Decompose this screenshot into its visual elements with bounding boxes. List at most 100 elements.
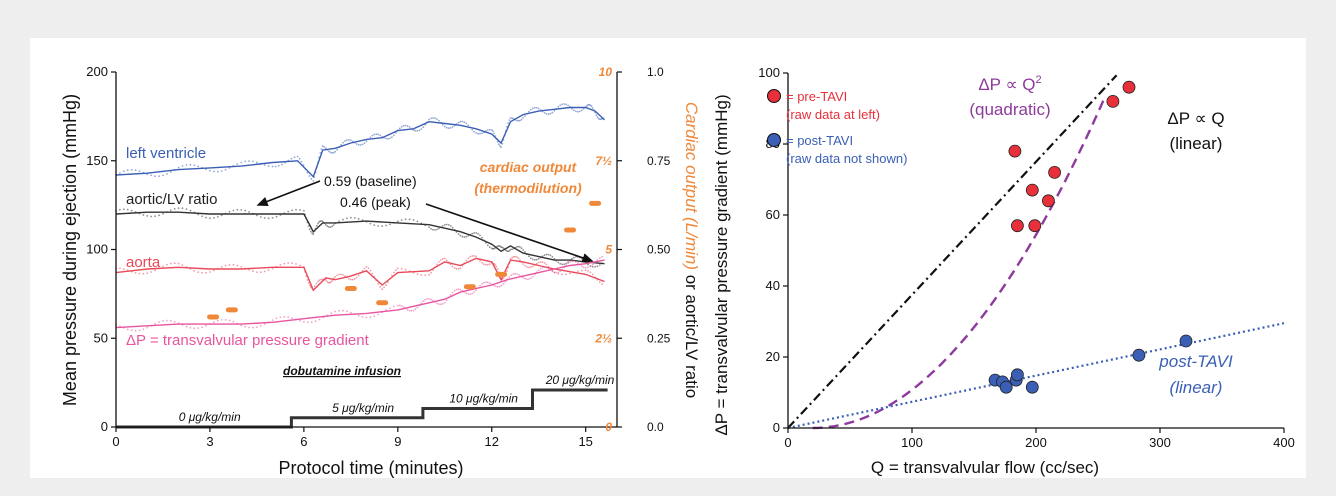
raw-data-dot bbox=[547, 253, 550, 256]
raw-data-dot bbox=[471, 128, 474, 131]
raw-data-dot bbox=[447, 127, 450, 130]
raw-data-dot bbox=[441, 123, 444, 126]
raw-data-dot bbox=[438, 119, 440, 122]
raw-data-dot bbox=[248, 160, 251, 163]
raw-data-dot bbox=[166, 263, 168, 266]
raw-data-dot bbox=[573, 260, 575, 262]
raw-data-dot bbox=[496, 140, 499, 143]
left-y2-ratio-tick-label: 0.50 bbox=[647, 243, 671, 257]
raw-data-dot bbox=[530, 266, 532, 268]
raw-data-dot bbox=[236, 264, 239, 267]
left-x-tick-label: 15 bbox=[578, 434, 592, 449]
raw-data-dot bbox=[126, 328, 129, 331]
raw-data-dot bbox=[201, 271, 204, 274]
raw-data-dot bbox=[481, 236, 483, 239]
raw-data-dot bbox=[414, 129, 417, 132]
raw-data-dot bbox=[281, 163, 283, 166]
raw-data-dot bbox=[379, 134, 382, 137]
raw-data-dot bbox=[486, 281, 489, 284]
legend-post-label: = post-TAVI bbox=[786, 133, 853, 148]
raw-data-dot bbox=[555, 271, 558, 274]
raw-data-dot bbox=[445, 259, 448, 262]
raw-data-dot bbox=[154, 175, 157, 178]
raw-data-dot bbox=[338, 309, 340, 312]
raw-data-dot bbox=[475, 232, 477, 234]
raw-data-dot bbox=[173, 262, 176, 265]
raw-data-dot bbox=[365, 265, 368, 268]
raw-data-dot bbox=[371, 272, 374, 275]
raw-data-dot bbox=[146, 326, 149, 329]
raw-data-dot bbox=[517, 119, 520, 122]
raw-data-dot bbox=[236, 208, 239, 211]
raw-data-dot bbox=[575, 110, 577, 113]
raw-data-dot bbox=[508, 276, 511, 278]
raw-data-dot bbox=[430, 227, 432, 230]
raw-data-dot bbox=[158, 175, 161, 178]
raw-data-dot bbox=[274, 165, 277, 168]
raw-data-dot bbox=[467, 257, 470, 260]
raw-data-dot bbox=[601, 255, 603, 258]
raw-data-dot bbox=[420, 302, 423, 305]
raw-data-dot bbox=[436, 302, 438, 305]
dobutamine-staircase bbox=[116, 388, 608, 429]
cardiac-output-mark bbox=[376, 300, 389, 306]
raw-data-dot bbox=[205, 216, 207, 219]
raw-data-dot bbox=[459, 120, 462, 123]
raw-data-dot bbox=[481, 283, 483, 285]
raw-data-dot bbox=[122, 268, 125, 270]
raw-data-dot bbox=[434, 229, 436, 231]
right-fits-layer bbox=[787, 74, 1285, 430]
raw-data-dot bbox=[465, 292, 468, 295]
raw-data-dot bbox=[277, 164, 280, 167]
raw-data-dot bbox=[197, 271, 200, 274]
legend-post-note: (raw data not shown) bbox=[786, 151, 907, 166]
raw-data-dot bbox=[557, 106, 560, 108]
raw-data-dot bbox=[369, 222, 372, 225]
raw-data-dot bbox=[308, 175, 311, 177]
raw-data-dot bbox=[389, 307, 391, 309]
raw-data-dot bbox=[351, 278, 354, 281]
raw-data-dot bbox=[494, 264, 497, 266]
pre-tavi-point bbox=[1048, 165, 1061, 179]
raw-data-dot bbox=[498, 285, 501, 288]
raw-data-dot bbox=[332, 224, 335, 226]
raw-data-dot bbox=[122, 170, 125, 173]
raw-data-dot bbox=[177, 207, 180, 210]
raw-data-dot bbox=[539, 261, 542, 263]
raw-data-dot bbox=[481, 132, 483, 135]
raw-data-dot bbox=[169, 319, 172, 322]
raw-data-dot bbox=[430, 298, 432, 301]
raw-data-dot bbox=[336, 148, 338, 151]
raw-data-dot bbox=[561, 103, 564, 106]
raw-data-dot bbox=[375, 133, 378, 136]
fit-post-sub: (linear) bbox=[1170, 378, 1223, 397]
raw-data-dot bbox=[348, 139, 350, 141]
raw-data-dot bbox=[177, 262, 180, 265]
post-tavi-point bbox=[1025, 380, 1039, 394]
right-x-tick-label: 100 bbox=[901, 435, 923, 450]
raw-data-dot bbox=[522, 117, 524, 119]
raw-data-dot bbox=[486, 244, 489, 247]
raw-data-dot bbox=[256, 161, 258, 164]
raw-data-dot bbox=[310, 230, 312, 233]
raw-data-dot bbox=[589, 104, 592, 106]
raw-data-dot bbox=[545, 113, 548, 115]
raw-data-dot bbox=[357, 274, 360, 277]
raw-data-dot bbox=[535, 262, 538, 265]
raw-data-dot bbox=[577, 110, 579, 113]
raw-data-dot bbox=[563, 263, 566, 266]
raw-data-dot bbox=[169, 171, 172, 173]
raw-data-dot bbox=[441, 302, 444, 305]
raw-data-dot bbox=[228, 264, 231, 266]
raw-data-dot bbox=[328, 150, 330, 153]
raw-data-dot bbox=[467, 234, 470, 237]
raw-data-dot bbox=[502, 283, 505, 285]
raw-data-dot bbox=[563, 103, 566, 105]
raw-data-dot bbox=[473, 291, 475, 293]
raw-data-dot bbox=[447, 224, 450, 226]
raw-data-dot bbox=[537, 269, 540, 272]
raw-data-dot bbox=[271, 216, 274, 219]
raw-data-dot bbox=[355, 276, 358, 279]
raw-data-dot bbox=[412, 219, 415, 221]
raw-data-dot bbox=[385, 284, 387, 286]
